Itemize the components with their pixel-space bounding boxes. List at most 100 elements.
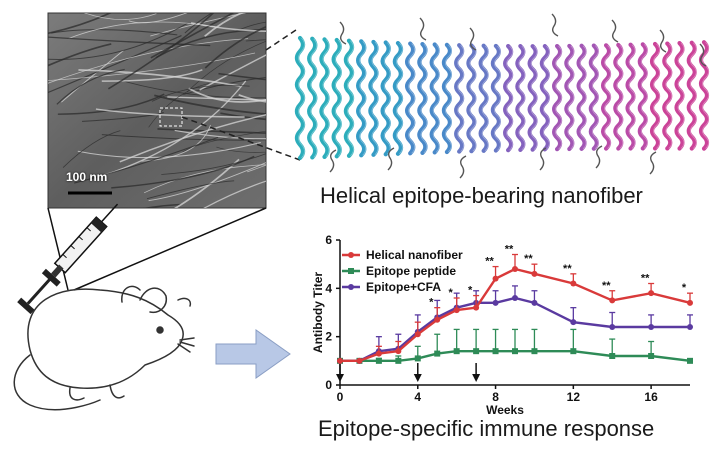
electron-micrograph <box>47 0 305 209</box>
fibril-strand <box>174 0 302 6</box>
fibril-strand <box>188 87 266 103</box>
data-point <box>570 319 577 326</box>
helix-strand <box>637 42 648 151</box>
helix-highlight <box>506 45 514 151</box>
fibril-strand <box>68 21 216 39</box>
immunization-arrowhead <box>413 374 422 382</box>
helix-highlight <box>579 45 587 150</box>
helix-highlight <box>493 45 501 151</box>
significance-mark: * <box>468 285 473 297</box>
helix-highlight <box>322 39 330 158</box>
fibril-strand <box>148 162 266 202</box>
immunization-arrowhead <box>336 374 344 382</box>
helix-strand <box>576 43 587 151</box>
legend-entry: Helical nanofiber <box>366 248 463 262</box>
cone-line-right <box>73 207 267 291</box>
fibril-strand <box>48 13 112 35</box>
mouse-illustration <box>13 285 195 411</box>
helix-strand <box>588 43 599 151</box>
fibril-strand <box>174 158 240 208</box>
fibril-strand <box>73 0 224 1</box>
fibril-strand <box>238 93 266 103</box>
process-arrow <box>215 329 291 379</box>
helix-strand <box>294 35 306 161</box>
helix-highlight <box>432 44 440 153</box>
significance-mark: ** <box>641 273 650 285</box>
data-point <box>609 324 616 330</box>
data-point <box>648 324 655 330</box>
helix-highlight <box>702 41 709 149</box>
epitope-tail <box>469 27 477 51</box>
helix-strand <box>552 43 563 152</box>
helix-strand <box>319 37 330 160</box>
legend-entry: Epitope peptide <box>366 264 456 278</box>
epitope-tail <box>659 29 667 53</box>
micrograph-fibrils <box>48 0 305 208</box>
fibril-strand <box>48 38 249 84</box>
helix-strand <box>515 44 526 152</box>
x-tick-label: 16 <box>644 390 658 404</box>
fibril-strand <box>167 96 266 101</box>
helix-highlight <box>469 45 477 152</box>
helix-strand <box>417 41 428 155</box>
fibril-strand <box>48 43 112 67</box>
helix-highlight <box>628 44 636 149</box>
fibril-strand <box>154 94 266 115</box>
helix-highlight <box>677 42 685 149</box>
helix-strand <box>539 44 550 152</box>
fibril-strand <box>101 134 266 141</box>
data-point <box>687 324 693 330</box>
helix-highlight <box>457 44 465 152</box>
helix-highlight <box>445 44 452 153</box>
helix-highlight <box>653 43 660 149</box>
fibril-strand <box>151 84 250 102</box>
fibril-strand <box>119 113 266 163</box>
fibril-strand <box>174 129 266 140</box>
fibril-strand <box>158 0 305 12</box>
data-point <box>512 266 518 272</box>
helix-strand <box>686 40 697 151</box>
y-tick-label: 4 <box>325 281 332 295</box>
helix-highlight <box>298 37 305 159</box>
data-point <box>609 353 616 359</box>
epitope-tail <box>699 43 707 67</box>
helix-highlight <box>420 43 428 154</box>
fibril-strand <box>48 35 182 94</box>
helix-highlight <box>396 42 403 155</box>
fibril-strand <box>204 25 266 69</box>
helix-highlight <box>530 45 538 150</box>
fibril-strand <box>62 130 121 168</box>
helix-strand <box>392 40 404 156</box>
data-point <box>609 297 616 304</box>
epitope-tail <box>387 147 395 171</box>
fibril-strand <box>48 52 256 81</box>
helix-strand <box>429 42 440 155</box>
significance-mark: * <box>682 282 687 294</box>
data-point <box>473 304 480 311</box>
legend-entry: Epitope+CFA <box>366 280 441 294</box>
helix-strand <box>307 36 318 160</box>
helix-strand <box>356 39 367 158</box>
epitope-tail <box>595 145 603 169</box>
data-point <box>356 357 363 364</box>
fibril-strand <box>150 13 235 59</box>
fibril-strand <box>65 0 220 3</box>
y-tick-label: 2 <box>325 330 332 344</box>
helix-highlight <box>310 38 318 158</box>
fibril-strand <box>128 13 188 24</box>
legend-swatch-marker <box>348 284 354 290</box>
helix-strand <box>662 41 673 151</box>
fibril-strand <box>57 93 165 115</box>
epitope-tail <box>539 147 547 171</box>
fibril-strand <box>142 203 181 208</box>
x-axis-label: Weeks <box>486 403 524 417</box>
fibril-strand <box>77 141 261 159</box>
data-point <box>492 348 499 355</box>
fibril-strand <box>155 29 266 59</box>
epitope-tail <box>611 19 619 43</box>
data-point <box>531 270 538 277</box>
y-tick-label: 0 <box>325 378 332 392</box>
helix-strand <box>698 40 710 151</box>
